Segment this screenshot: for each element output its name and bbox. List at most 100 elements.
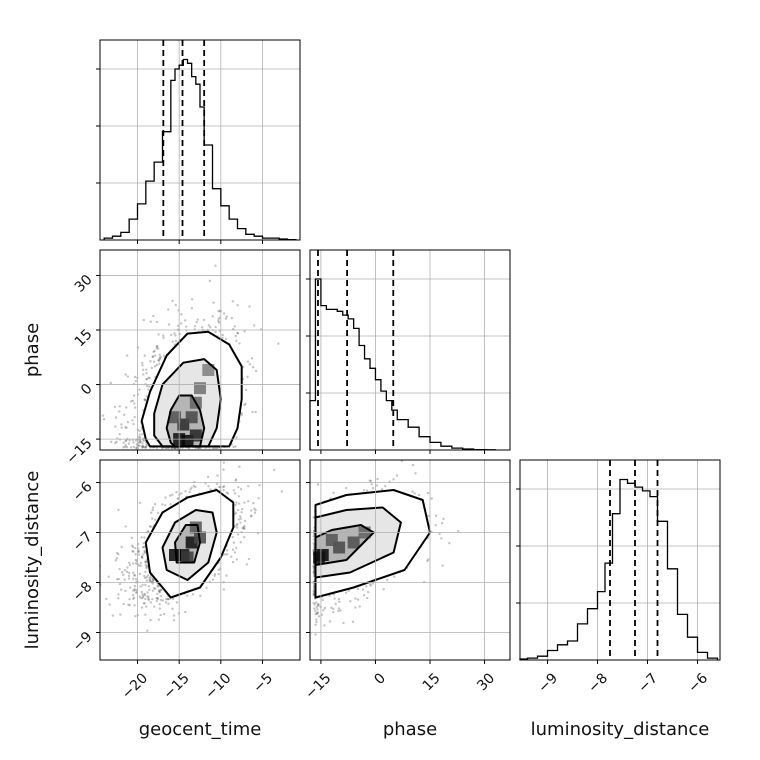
scatter-phase-vs-luminosity-distance-point-464	[392, 478, 395, 481]
scatter-phase-vs-luminosity-distance-point-793	[438, 532, 441, 536]
scatter-geocent-time-vs-luminosity-distance-point-771	[237, 485, 240, 489]
scatter-geocent-time-vs-luminosity-distance-point-487	[144, 583, 147, 587]
scatter-geocent-time-vs-luminosity-distance-point-1255	[149, 525, 152, 528]
scatter-geocent-time-vs-luminosity-distance-point-993	[232, 489, 236, 492]
scatter-geocent-time-vs-luminosity-distance-point-515	[217, 572, 220, 576]
scatter-geocent-time-vs-luminosity-distance-point-291	[172, 618, 176, 622]
scatter-geocent-time-vs-luminosity-distance-point-1268	[138, 595, 142, 598]
scatter-geocent-time-vs-phase-ytick-label-0: −15	[63, 435, 95, 467]
scatter-geocent-time-vs-phase-point-382	[246, 375, 249, 379]
scatter-geocent-time-vs-phase-point-733	[124, 426, 127, 429]
scatter-phase-vs-luminosity-distance-point-266	[376, 477, 379, 481]
scatter-geocent-time-vs-luminosity-distance-point-198	[143, 592, 146, 595]
scatter-phase-vs-luminosity-distance-point-169	[426, 559, 429, 563]
scatter-geocent-time-vs-luminosity-distance-point-1221	[139, 585, 142, 588]
scatter-geocent-time-vs-luminosity-distance-point-850	[118, 567, 121, 571]
scatter-geocent-time-vs-phase-density-cell-8	[202, 364, 215, 376]
scatter-geocent-time-vs-luminosity-distance-point-120	[140, 536, 143, 539]
scatter-geocent-time-vs-luminosity-distance-point-129	[186, 594, 189, 597]
scatter-geocent-time-vs-luminosity-distance-point-255	[147, 598, 151, 602]
scatter-geocent-time-vs-phase-point-214	[144, 398, 147, 402]
scatter-geocent-time-vs-phase-point-238	[244, 388, 248, 392]
scatter-geocent-time-vs-phase-point-625	[174, 339, 178, 343]
scatter-geocent-time-vs-phase-point-936	[138, 388, 141, 391]
scatter-geocent-time-vs-phase-point-1362	[145, 377, 149, 381]
scatter-geocent-time-vs-luminosity-distance-contour-0	[174, 524, 201, 564]
scatter-geocent-time-vs-phase-point-1246	[114, 416, 118, 419]
scatter-geocent-time-vs-luminosity-distance-point-1335	[146, 595, 149, 598]
scatter-geocent-time-vs-luminosity-distance-point-609	[128, 561, 131, 565]
scatter-geocent-time-vs-luminosity-distance-point-512	[140, 555, 144, 559]
scatter-geocent-time-vs-luminosity-distance-point-114	[222, 488, 225, 492]
scatter-phase-vs-luminosity-distance-point-13	[411, 463, 415, 467]
scatter-phase-vs-luminosity-distance-point-203	[333, 597, 336, 600]
scatter-geocent-time-vs-luminosity-distance-point-1137	[161, 599, 165, 602]
scatter-geocent-time-vs-luminosity-distance-point-937	[205, 586, 208, 590]
scatter-geocent-time-vs-luminosity-distance-point-830	[143, 549, 146, 552]
scatter-geocent-time-vs-luminosity-distance-point-7	[132, 550, 135, 553]
scatter-geocent-time-vs-luminosity-distance-point-680	[235, 523, 239, 527]
scatter-geocent-time-vs-luminosity-distance-point-224	[145, 565, 148, 568]
scatter-geocent-time-vs-luminosity-distance-point-1332	[155, 597, 158, 600]
scatter-geocent-time-vs-luminosity-distance-point-1039	[157, 589, 161, 592]
scatter-geocent-time-vs-phase-point-660	[196, 446, 200, 450]
scatter-geocent-time-vs-phase-point-146	[135, 446, 138, 450]
scatter-geocent-time-vs-phase-point-615	[214, 325, 217, 329]
scatter-geocent-time-vs-luminosity-distance-point-320	[128, 598, 131, 601]
scatter-geocent-time-vs-luminosity-distance-point-403	[96, 615, 98, 617]
scatter-phase-vs-luminosity-distance-point-354	[395, 474, 399, 477]
scatter-phase-vs-luminosity-distance-point-981	[316, 611, 320, 614]
scatter-geocent-time-vs-luminosity-distance-point-1317	[150, 577, 154, 580]
scatter-geocent-time-vs-phase-point-18	[240, 413, 244, 416]
scatter-geocent-time-vs-phase-point-506	[251, 366, 255, 369]
scatter-geocent-time-vs-phase-point-1008	[144, 446, 147, 449]
scatter-geocent-time-vs-luminosity-distance-point-881	[258, 483, 261, 487]
scatter-geocent-time-vs-luminosity-distance-point-775	[151, 589, 155, 592]
scatter-geocent-time-vs-luminosity-distance-point-1034	[142, 542, 145, 545]
scatter-geocent-time-vs-phase-point-750	[132, 441, 135, 444]
hist-geocent-time-background	[100, 40, 300, 240]
scatter-geocent-time-vs-luminosity-distance-point-869	[121, 571, 124, 574]
scatter-geocent-time-vs-luminosity-distance-point-961	[131, 545, 135, 549]
scatter-geocent-time-vs-phase-point-537	[143, 397, 146, 401]
scatter-geocent-time-vs-phase-point-47	[148, 377, 151, 380]
scatter-geocent-time-vs-phase-point-549	[143, 354, 147, 357]
scatter-geocent-time-vs-luminosity-distance-point-383	[158, 590, 162, 594]
scatter-geocent-time-vs-phase-point-930	[140, 445, 143, 448]
scatter-geocent-time-vs-phase-point-272	[127, 442, 131, 445]
scatter-geocent-time-vs-luminosity-distance-ytick-label-1: −8	[70, 579, 96, 605]
hist-luminosity-distance-step	[519, 478, 719, 660]
scatter-geocent-time-vs-luminosity-distance-point-539	[239, 521, 242, 524]
scatter-geocent-time-vs-luminosity-distance-point-1197	[124, 525, 127, 528]
scatter-phase-vs-luminosity-distance-point-317	[356, 587, 360, 591]
scatter-phase-vs-luminosity-distance-point-138	[375, 484, 379, 487]
scatter-geocent-time-vs-luminosity-distance-point-325	[146, 530, 150, 533]
scatter-phase-vs-luminosity-distance-point-666	[312, 601, 315, 605]
scatter-geocent-time-vs-phase-point-558	[171, 340, 174, 343]
scatter-geocent-time-vs-luminosity-distance-point-770	[134, 562, 138, 565]
scatter-phase-vs-luminosity-distance-point-685	[312, 593, 315, 597]
scatter-geocent-time-vs-phase-point-667	[155, 320, 159, 324]
scatter-phase-vs-luminosity-distance-point-212	[317, 615, 321, 618]
scatter-geocent-time-vs-luminosity-distance-point-820	[176, 497, 179, 500]
scatter-geocent-time-vs-luminosity-distance-point-1369	[151, 579, 155, 583]
scatter-phase-vs-luminosity-distance-point-170	[312, 542, 315, 545]
scatter-geocent-time-vs-luminosity-distance-point-289	[145, 566, 148, 570]
scatter-geocent-time-vs-luminosity-distance-point-365	[180, 492, 183, 495]
scatter-geocent-time-vs-phase-point-1233	[277, 342, 280, 345]
scatter-geocent-time-vs-phase-contour-2	[140, 330, 243, 448]
scatter-geocent-time-vs-phase-point-442	[158, 357, 162, 361]
hist-phase-step	[309, 278, 497, 451]
scatter-geocent-time-vs-luminosity-distance-point-457	[184, 610, 187, 614]
scatter-geocent-time-vs-phase-point-389	[115, 440, 118, 444]
scatter-phase-vs-luminosity-distance-point-574	[323, 624, 326, 627]
scatter-geocent-time-vs-luminosity-distance-point-745	[126, 566, 129, 569]
scatter-geocent-time-vs-luminosity-distance-point-1111	[114, 559, 117, 562]
hist-luminosity-distance-xtick-label-3: −6	[685, 670, 711, 696]
scatter-phase-vs-luminosity-distance-point-920	[361, 588, 365, 591]
scatter-geocent-time-vs-luminosity-distance-point-364	[156, 597, 160, 601]
scatter-phase-vs-luminosity-distance-point-892	[316, 612, 319, 616]
scatter-geocent-time-vs-luminosity-distance-point-1396	[133, 584, 137, 588]
scatter-geocent-time-vs-luminosity-distance-frame	[99, 459, 301, 661]
